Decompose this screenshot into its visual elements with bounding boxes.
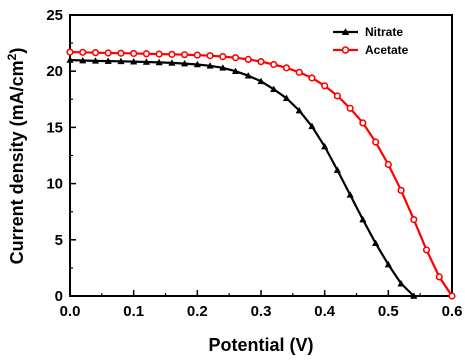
series-acetate — [66, 48, 456, 300]
y-tick-label: 10 — [46, 176, 63, 193]
legend-label-acetate: Acetate — [365, 43, 409, 57]
data-point-nitrate — [79, 56, 87, 64]
data-point-acetate — [410, 215, 418, 224]
data-point-acetate — [231, 54, 240, 62]
y-tick-label: 25 — [46, 7, 63, 24]
legend: Nitrate Acetate — [333, 25, 409, 57]
data-point-acetate — [346, 104, 354, 112]
data-point-acetate — [308, 74, 316, 82]
data-point-nitrate — [333, 166, 342, 173]
data-point-nitrate — [117, 57, 125, 65]
data-point-nitrate — [371, 239, 380, 246]
data-point-acetate — [66, 48, 74, 56]
x-tick-label: 0.1 — [123, 303, 144, 320]
data-point-acetate — [282, 64, 291, 72]
x-axis-title: Potential (V) — [208, 335, 313, 355]
data-point-nitrate — [142, 58, 151, 65]
data-point-acetate — [104, 49, 112, 57]
legend-label-nitrate: Nitrate — [365, 25, 403, 39]
data-point-acetate — [321, 82, 329, 90]
data-point-acetate — [359, 119, 367, 127]
data-point-nitrate — [180, 59, 189, 67]
y-tick-label: 20 — [46, 63, 63, 80]
data-point-acetate — [142, 50, 150, 58]
x-tick-label: 0.5 — [378, 303, 399, 320]
data-point-acetate — [397, 186, 405, 194]
data-point-acetate — [79, 48, 87, 56]
data-point-nitrate — [308, 122, 316, 130]
data-point-nitrate — [321, 142, 329, 150]
legend-item-nitrate: Nitrate — [333, 25, 403, 39]
data-point-nitrate — [359, 215, 367, 223]
data-point-acetate — [244, 55, 252, 63]
data-point-acetate — [206, 52, 214, 60]
x-tick-label: 0.4 — [314, 303, 336, 320]
data-point-acetate — [435, 273, 443, 281]
data-point-acetate — [219, 52, 227, 61]
data-point-nitrate — [231, 67, 240, 75]
data-point-nitrate — [346, 191, 354, 198]
data-point-acetate — [372, 138, 380, 146]
data-point-acetate — [333, 92, 342, 100]
data-point-nitrate — [91, 57, 100, 64]
data-point-nitrate — [244, 71, 252, 79]
data-point-acetate — [155, 50, 163, 58]
data-point-nitrate — [104, 57, 112, 64]
data-point-nitrate — [206, 62, 214, 69]
data-point-nitrate — [410, 292, 418, 299]
data-point-acetate — [257, 58, 265, 66]
data-point-nitrate — [155, 58, 163, 66]
y-tick-label: 0 — [55, 288, 63, 305]
data-point-nitrate — [257, 77, 265, 85]
data-point-acetate — [270, 60, 278, 69]
data-point-nitrate — [295, 106, 303, 114]
plot-frame — [69, 14, 453, 297]
data-point-nitrate — [282, 94, 291, 101]
data-point-nitrate — [168, 59, 176, 66]
x-tick-label: 0.2 — [187, 303, 208, 320]
y-tick-label: 5 — [55, 232, 63, 249]
legend-marker-acetate — [341, 46, 350, 54]
series-line-nitrate — [69, 58, 415, 297]
y-axis-title-sup: 2 — [5, 53, 19, 60]
x-tick-label: 0.6 — [442, 303, 463, 320]
data-point-acetate — [193, 51, 201, 59]
data-point-nitrate — [384, 260, 392, 268]
x-tick-label: 0.3 — [251, 303, 272, 320]
data-point-nitrate — [397, 279, 405, 287]
y-axis-title-main: Current density (mA/cm — [7, 60, 27, 264]
data-point-acetate — [384, 160, 392, 169]
data-point-acetate — [117, 49, 125, 57]
data-point-acetate — [181, 51, 189, 59]
series-nitrate — [66, 56, 418, 299]
data-point-acetate — [91, 49, 100, 57]
legend-marker-nitrate — [341, 28, 350, 35]
data-point-nitrate — [66, 56, 74, 63]
y-axis-title: Current density (mA/cm2) — [5, 48, 27, 265]
series-line-acetate — [69, 51, 453, 297]
data-point-acetate — [130, 49, 138, 58]
y-axis-title-close: ) — [7, 48, 27, 54]
legend-item-acetate: Acetate — [333, 43, 409, 57]
data-point-acetate — [422, 246, 431, 254]
data-point-acetate — [295, 68, 303, 76]
data-point-nitrate — [193, 60, 201, 68]
data-point-nitrate — [130, 57, 138, 65]
data-point-nitrate — [219, 64, 227, 71]
data-point-acetate — [168, 50, 176, 58]
data-point-acetate — [448, 292, 456, 300]
y-tick-label: 15 — [46, 119, 63, 136]
data-point-nitrate — [270, 85, 278, 92]
x-tick-label: 0.0 — [60, 303, 81, 320]
